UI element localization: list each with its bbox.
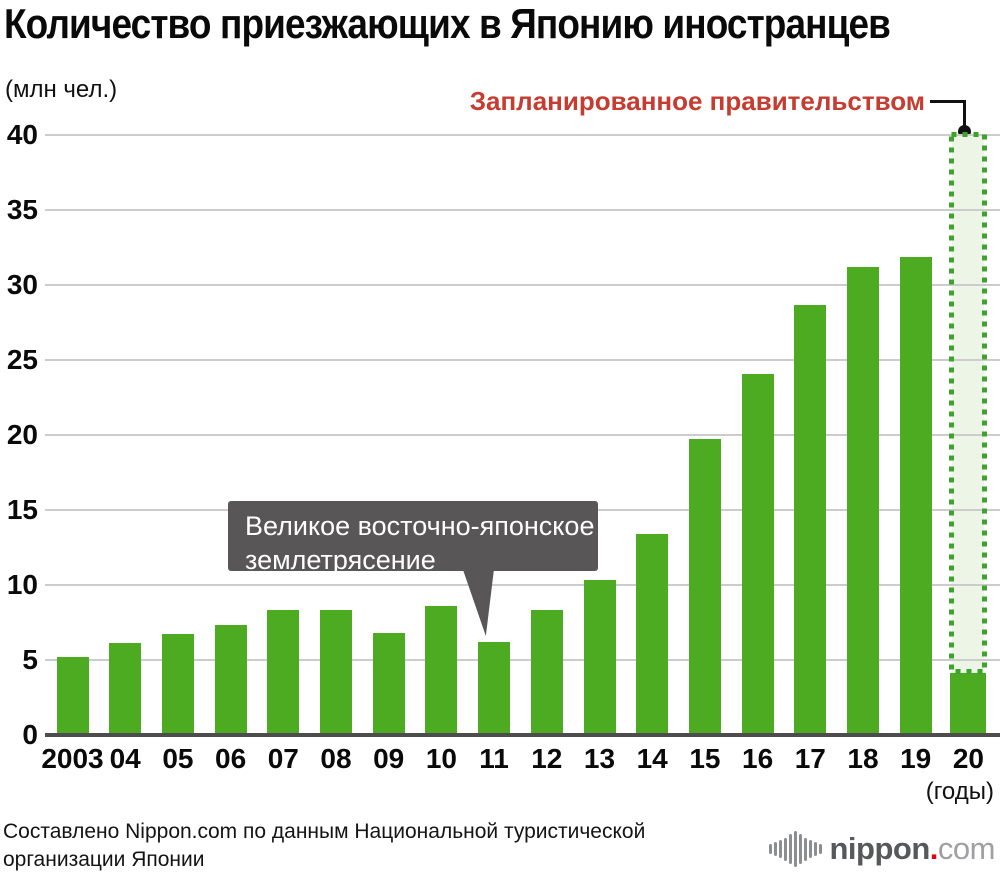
planned-bar-fill xyxy=(952,135,985,673)
bar-2003 xyxy=(56,657,89,735)
bar-20-actual xyxy=(950,673,987,735)
gridline-20 xyxy=(45,434,1000,436)
x-tick-label-10: 10 xyxy=(425,743,457,774)
x-tick-label-2003: 2003 xyxy=(41,743,104,774)
x-tick-label-19: 19 xyxy=(900,743,932,774)
source-note-line2: организации Японии xyxy=(3,848,205,871)
x-tick-label-17: 17 xyxy=(794,743,826,774)
bar-14 xyxy=(636,534,669,735)
bar-18 xyxy=(847,267,879,735)
gridline-10 xyxy=(45,584,1000,586)
y-axis-unit-label: (млн чел.) xyxy=(5,76,118,103)
bar-07 xyxy=(267,610,300,735)
bar-04 xyxy=(109,643,142,735)
earthquake-callout-line1: Великое восточно-японское xyxy=(245,511,595,541)
x-tick-label-11: 11 xyxy=(479,743,509,774)
x-tick-label-07: 07 xyxy=(267,743,299,774)
planned-bar-dotted-outline xyxy=(949,132,988,674)
x-tick-label-16: 16 xyxy=(742,743,774,774)
plot-area: 2003 04 05 06 07 08 09 10 11 12 13 14 15 16 17 18 19 20 xyxy=(41,132,1000,774)
x-axis-line xyxy=(45,733,1000,737)
y-tick-label-20: 20 xyxy=(6,419,38,450)
logo-name: nippon xyxy=(829,831,931,866)
gridline-40 xyxy=(45,134,1000,136)
x-tick-label-13: 13 xyxy=(583,743,616,774)
nippon-logo: nippon.com xyxy=(768,830,996,868)
logo-dot: . xyxy=(929,831,939,866)
x-axis-unit-label: (годы) xyxy=(925,778,994,805)
y-tick-label-40: 40 xyxy=(6,119,38,150)
y-tick-label-0: 0 xyxy=(22,719,38,750)
plan-connector-vertical-line xyxy=(963,100,966,130)
nippon-logo-text: nippon.com xyxy=(830,831,996,867)
y-tick-label-5: 5 xyxy=(22,644,38,675)
bar-08 xyxy=(320,610,352,735)
x-tick-label-14: 14 xyxy=(636,743,668,774)
x-tick-label-20: 20 xyxy=(952,743,984,774)
x-tick-label-08: 08 xyxy=(320,743,352,774)
bar-09 xyxy=(372,633,405,735)
bar-10 xyxy=(425,606,458,735)
x-tick-label-15: 15 xyxy=(689,743,721,774)
plan-connector-horizontal-line xyxy=(930,100,966,103)
bar-15 xyxy=(688,439,721,735)
chart-title: Количество приезжающих в Японию иностран… xyxy=(4,0,891,47)
x-tick-label-09: 09 xyxy=(373,743,405,774)
bar-06 xyxy=(214,625,247,735)
bar-17 xyxy=(794,305,827,735)
soundwave-icon xyxy=(768,830,822,868)
x-tick-label-05: 05 xyxy=(162,743,194,774)
earthquake-callout-line2: землетрясение xyxy=(245,545,436,575)
bar-19 xyxy=(899,257,932,735)
y-tick-label-30: 30 xyxy=(6,269,38,300)
bar-12 xyxy=(530,610,563,735)
source-note-line1: Составлено Nippon.com по данным Национал… xyxy=(3,820,646,843)
y-tick-label-10: 10 xyxy=(6,569,38,600)
bar-13 xyxy=(583,580,616,735)
government-plan-label: Запланированное правительством xyxy=(469,86,925,116)
source-note: Составлено Nippon.com по данным Национал… xyxy=(3,818,645,874)
bar-11 xyxy=(478,642,511,735)
gridline-35 xyxy=(45,209,1000,211)
x-tick-label-04: 04 xyxy=(109,743,141,774)
x-tick-label-18: 18 xyxy=(847,743,879,774)
logo-tld: com xyxy=(937,831,996,866)
gridline-5 xyxy=(45,659,1000,661)
y-tick-label-15: 15 xyxy=(6,494,38,525)
gridline-30 xyxy=(45,284,1000,286)
gridline-25 xyxy=(45,359,1000,361)
y-tick-label-35: 35 xyxy=(6,194,38,225)
earthquake-callout: Великое восточно-японское землетрясение xyxy=(228,501,598,575)
bar-05 xyxy=(161,634,194,735)
x-tick-label-12: 12 xyxy=(531,743,563,774)
bar-16 xyxy=(741,374,774,735)
y-tick-label-25: 25 xyxy=(6,344,38,375)
x-tick-label-06: 06 xyxy=(215,743,247,774)
